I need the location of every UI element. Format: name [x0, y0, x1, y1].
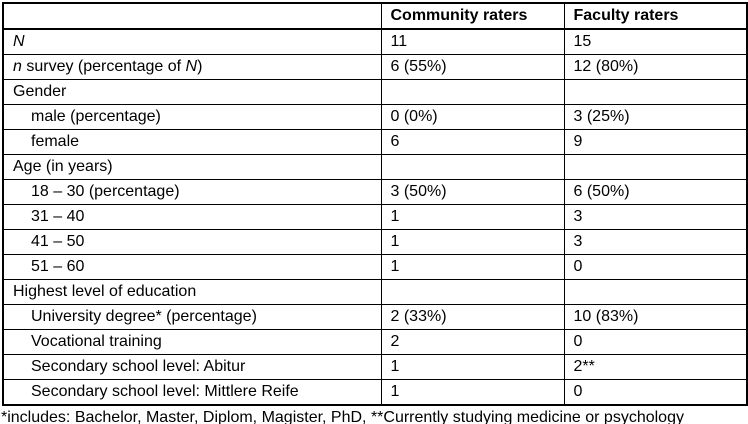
label-text-italic: N: [185, 58, 198, 75]
header-row: Community raters Faculty raters: [2, 2, 748, 30]
community-value-cell: 0 (0%): [380, 104, 565, 130]
label-text: Vocational training: [31, 333, 162, 350]
table-row: Highest level of education: [2, 279, 748, 305]
community-value-cell: 2: [380, 329, 565, 355]
label-text-italic: N: [13, 33, 25, 50]
row-label-cell: Secondary school level: Abitur: [2, 354, 382, 380]
community-value-cell: 2 (33%): [380, 304, 565, 330]
faculty-value-cell: 12 (80%): [563, 54, 748, 80]
faculty-value-cell: 9: [563, 129, 748, 155]
table-row: 18 – 30 (percentage) 3 (50%) 6 (50%): [2, 179, 748, 205]
row-label-cell: Vocational training: [2, 329, 382, 355]
label-text: 41 – 50: [31, 233, 85, 250]
faculty-value-cell: 6 (50%): [563, 179, 748, 205]
rater-demographics-table: Community raters Faculty raters N 11 15 n s…: [2, 2, 748, 406]
table-row: Secondary school level: Abitur 1 2**: [2, 354, 748, 380]
table-row: Gender: [2, 79, 748, 105]
label-text: University degree* (percentage): [31, 308, 257, 325]
row-label-cell: 51 – 60: [2, 254, 382, 280]
header-faculty-raters: Faculty raters: [563, 2, 748, 30]
faculty-value-cell: 15: [563, 28, 748, 55]
label-text: Secondary school level: Abitur: [31, 358, 246, 375]
row-label-cell: Age (in years): [2, 154, 382, 180]
row-label-cell: female: [2, 129, 382, 155]
label-text-italic: n: [13, 58, 22, 75]
row-label-cell: 18 – 30 (percentage): [2, 179, 382, 205]
row-label-cell: 41 – 50: [2, 229, 382, 255]
table-row: Secondary school level: Mittlere Reife 1 0: [2, 379, 748, 406]
table-row: Age (in years): [2, 154, 748, 180]
row-label-cell: 31 – 40: [2, 204, 382, 230]
community-value-cell: [380, 154, 565, 180]
faculty-value-cell: 3: [563, 229, 748, 255]
community-value-cell: 6: [380, 129, 565, 155]
table-footnote: *includes: Bachelor, Master, Diplom, Mag…: [1, 409, 684, 424]
table-row: male (percentage) 0 (0%) 3 (25%): [2, 104, 748, 130]
row-label-cell: N: [2, 28, 382, 55]
label-text: Gender: [13, 83, 67, 100]
faculty-value-cell: 2**: [563, 354, 748, 380]
community-value-cell: 1: [380, 254, 565, 280]
table-row: University degree* (percentage) 2 (33%) 10…: [2, 304, 748, 330]
table-row: n survey (percentage of N) 6 (55%) 12 (80%…: [2, 54, 748, 80]
community-value-cell: [380, 79, 565, 105]
community-value-cell: 1: [380, 229, 565, 255]
label-text: Secondary school level: Mittlere Reife: [31, 383, 299, 400]
table-row: 51 – 60 1 0: [2, 254, 748, 280]
header-empty-cell: [2, 2, 382, 30]
label-text: Highest level of education: [13, 283, 197, 300]
label-text: survey (percentage of: [21, 58, 186, 75]
table-row: N 11 15: [2, 28, 748, 55]
faculty-value-cell: [563, 154, 748, 180]
label-text: female: [31, 133, 80, 150]
label-text: male (percentage): [31, 108, 161, 125]
faculty-value-cell: 3: [563, 204, 748, 230]
faculty-value-cell: 3 (25%): [563, 104, 748, 130]
community-value-cell: 11: [380, 28, 565, 55]
header-community-raters: Community raters: [380, 2, 565, 30]
label-text: 18 – 30 (percentage): [31, 183, 180, 200]
row-label-cell: University degree* (percentage): [2, 304, 382, 330]
row-label-cell: male (percentage): [2, 104, 382, 130]
faculty-value-cell: [563, 279, 748, 305]
label-text: ): [197, 58, 203, 75]
label-text: Age (in years): [13, 158, 113, 175]
table-row: 41 – 50 1 3: [2, 229, 748, 255]
faculty-value-cell: 10 (83%): [563, 304, 748, 330]
row-label-cell: Secondary school level: Mittlere Reife: [2, 379, 382, 406]
faculty-value-cell: 0: [563, 254, 748, 280]
community-value-cell: 3 (50%): [380, 179, 565, 205]
community-value-cell: 6 (55%): [380, 54, 565, 80]
community-value-cell: 1: [380, 204, 565, 230]
table-row: Vocational training 2 0: [2, 329, 748, 355]
community-value-cell: 1: [380, 354, 565, 380]
table-body: N 11 15 n survey (percentage of N) 6 (55%) 12…: [2, 28, 748, 406]
row-label-cell: Gender: [2, 79, 382, 105]
label-text: 51 – 60: [31, 258, 85, 275]
community-value-cell: [380, 279, 565, 305]
faculty-value-cell: 0: [563, 329, 748, 355]
row-label-cell: n survey (percentage of N): [2, 54, 382, 80]
row-label-cell: Highest level of education: [2, 279, 382, 305]
label-text: 31 – 40: [31, 208, 85, 225]
community-value-cell: 1: [380, 379, 565, 406]
table-row: 31 – 40 1 3: [2, 204, 748, 230]
table-row: female 6 9: [2, 129, 748, 155]
faculty-value-cell: 0: [563, 379, 748, 406]
faculty-value-cell: [563, 79, 748, 105]
